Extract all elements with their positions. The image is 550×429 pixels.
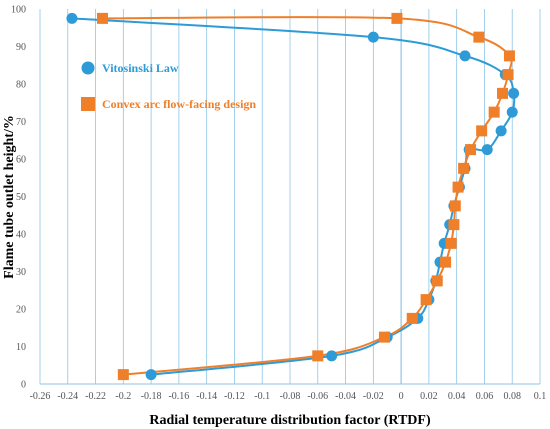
x-tick-label: -0.08 — [280, 391, 301, 402]
series-markers — [66, 12, 520, 381]
x-tick-label: -0.04 — [335, 391, 356, 402]
x-tick-label: -0.02 — [363, 391, 384, 402]
circle-marker — [459, 50, 471, 62]
y-tick-label: 20 — [16, 305, 26, 316]
x-tick-label: -0.1 — [254, 391, 270, 402]
square-marker — [449, 200, 461, 212]
x-tick-label: 0.06 — [476, 391, 494, 402]
square-marker — [503, 50, 515, 62]
circle-marker — [66, 12, 78, 24]
x-tick-label: -0.22 — [85, 391, 106, 402]
square-marker — [445, 237, 457, 249]
square-marker — [458, 162, 470, 174]
y-tick-labels: 0 10 20 30 40 50 60 70 80 90 100 — [11, 5, 26, 391]
x-tick-label: -0.16 — [168, 391, 189, 402]
x-tick-label: -0.06 — [307, 391, 328, 402]
x-tick-label: -0.12 — [224, 391, 245, 402]
x-tick-label: -0.18 — [141, 391, 162, 402]
legend-label: Convex arc flow-facing design — [102, 97, 256, 111]
y-tick-label: 30 — [16, 267, 26, 278]
square-marker — [391, 12, 403, 24]
square-marker — [452, 181, 464, 193]
square-marker — [502, 69, 514, 81]
legend-label: Vitosinski Law — [102, 61, 179, 75]
x-tick-label: 0.08 — [503, 391, 521, 402]
legend-circle-marker — [81, 61, 95, 75]
x-tick-label: -0.26 — [30, 391, 51, 402]
square-marker — [465, 144, 477, 156]
y-tick-label: 60 — [16, 155, 26, 166]
x-axis-title: Radial temperature distribution factor (… — [149, 413, 431, 428]
y-axis-title: Flame tube outlet height/% — [2, 115, 17, 279]
x-tick-label: 0.1 — [534, 391, 547, 402]
y-tick-label: 90 — [16, 42, 26, 53]
x-tick-label: -0.24 — [57, 391, 78, 402]
y-tick-label: 10 — [16, 342, 26, 353]
circle-marker — [326, 350, 338, 362]
square-marker — [420, 294, 432, 306]
square-marker — [97, 12, 108, 24]
circle-marker — [508, 87, 520, 99]
axes — [40, 9, 540, 385]
y-tick-label: 40 — [16, 230, 26, 241]
square-marker — [476, 125, 488, 137]
square-marker — [406, 312, 418, 324]
square-marker — [448, 219, 460, 231]
circle-marker — [495, 125, 507, 137]
circle-marker — [506, 106, 518, 118]
square-marker — [312, 350, 324, 362]
y-tick-label: 70 — [16, 117, 26, 128]
circle-marker — [481, 144, 493, 156]
circle-marker — [367, 31, 379, 43]
x-tick-label: 0.02 — [420, 391, 438, 402]
square-marker — [378, 331, 390, 343]
y-tick-label: 0 — [21, 380, 26, 391]
legend: Vitosinski Law Convex arc flow-facing des… — [81, 61, 256, 111]
x-tick-label: 0.04 — [448, 391, 466, 402]
y-tick-label: 100 — [11, 5, 26, 16]
square-marker — [473, 31, 485, 43]
circle-marker — [145, 369, 157, 381]
x-tick-label: 0 — [399, 391, 404, 402]
square-marker — [431, 275, 443, 287]
y-tick-label: 80 — [16, 80, 26, 91]
x-tick-label: -0.2 — [115, 391, 131, 402]
square-marker — [488, 106, 500, 118]
y-tick-label: 50 — [16, 192, 26, 203]
square-marker — [117, 369, 129, 381]
x-tick-labels: -0.26 -0.24 -0.22 -0.2 -0.18 -0.16 -0.14 -0.12-… — [30, 391, 547, 402]
square-marker — [497, 87, 508, 99]
square-marker — [440, 256, 452, 268]
x-tick-label: -0.14 — [196, 391, 217, 402]
legend-square-marker — [81, 97, 95, 111]
